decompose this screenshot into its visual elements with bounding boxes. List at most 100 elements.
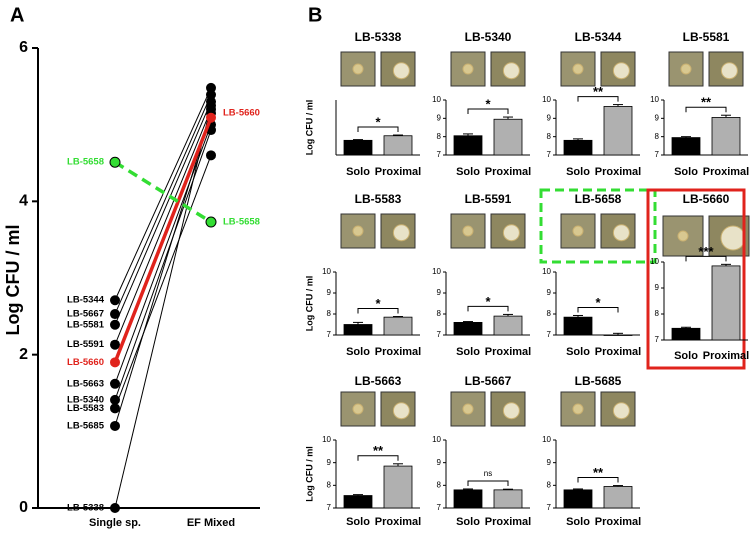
x-tick-label: Proximal (375, 346, 421, 358)
significance-bracket (467, 480, 509, 486)
strain-point (110, 295, 120, 306)
strain-point (109, 156, 121, 168)
significance-label: ns (484, 469, 492, 478)
strain-point (110, 403, 120, 414)
y-tick-label: 9 (655, 113, 660, 122)
bar (603, 486, 633, 509)
y-tick-label: 8 (437, 480, 442, 489)
strain-point (206, 112, 216, 123)
strain-label: LB-5340 (67, 394, 104, 405)
y-tick-label: 10 (432, 95, 441, 104)
strain-label: LB-5685 (67, 420, 105, 431)
bar (493, 489, 523, 509)
bar (603, 106, 633, 156)
colony (572, 403, 584, 415)
x-tick-label: Proximal (485, 166, 531, 178)
y-tick-label: 10 (322, 435, 331, 444)
strain-line (114, 160, 212, 224)
x-tick-label: Solo (674, 166, 698, 178)
colony (502, 62, 520, 80)
x-tick-label: Proximal (595, 516, 641, 528)
significance-bracket (357, 126, 399, 133)
strain-line (114, 105, 212, 509)
x-tick-label: Solo (456, 166, 480, 178)
significance-label: ** (701, 95, 712, 110)
significance-label: * (485, 294, 491, 309)
y-tick-label: 10 (542, 435, 551, 444)
x-tick-label: Proximal (703, 350, 749, 362)
colony (352, 63, 364, 75)
bar (383, 465, 413, 509)
strain-line (114, 124, 212, 384)
y-tick-label: 10 (542, 95, 551, 104)
bar (671, 137, 701, 156)
strain-point (110, 378, 120, 389)
colony (502, 224, 520, 242)
significance-label: ** (593, 465, 604, 480)
bar (493, 118, 523, 156)
y-tick-label: 7 (547, 150, 552, 159)
y-axis-label: Log CFU / ml (304, 446, 314, 502)
x-tick-label: Proximal (485, 346, 531, 358)
x-tick-label: Proximal (375, 516, 421, 528)
strain-title: LB-5591 (465, 192, 512, 206)
strain-point (206, 150, 216, 161)
y-tick-label: 9 (547, 458, 552, 467)
colony (462, 63, 474, 75)
bar (383, 135, 413, 156)
y-tick-label: 7 (655, 150, 660, 159)
strain-label: LB-5660 (67, 357, 104, 368)
significance-bracket (357, 455, 399, 461)
strain-point (110, 503, 120, 513)
y-tick-label: 10 (432, 267, 441, 276)
y-tick-label: 9 (655, 283, 660, 292)
y-axis-label: Log CFU / ml (3, 225, 23, 336)
y-tick-label: 8 (547, 132, 552, 141)
bar (343, 139, 373, 156)
strain-line (114, 155, 212, 409)
x-tick-label: EF Mixed (187, 517, 235, 529)
strain-title: LB-5663 (355, 374, 402, 388)
significance-bracket (467, 108, 509, 115)
panel-label: B (308, 4, 322, 26)
strain-point (110, 357, 120, 368)
bar (563, 489, 593, 509)
x-tick-label: Proximal (595, 346, 641, 358)
y-tick-label: 8 (547, 480, 552, 489)
y-tick-label: 10 (650, 95, 659, 104)
bar (383, 316, 413, 336)
significance-label: ** (373, 443, 384, 458)
colony (392, 62, 410, 80)
bar (711, 265, 741, 341)
y-tick-label: 9 (547, 113, 552, 122)
x-tick-label: Solo (674, 350, 698, 362)
significance-label: * (485, 96, 491, 111)
significance-bracket (467, 305, 509, 312)
strain-point (110, 420, 120, 431)
strain-title: LB-5658 (575, 192, 622, 206)
bar (493, 315, 523, 336)
colony (352, 403, 364, 415)
x-tick-label: Solo (566, 346, 590, 358)
colony (572, 63, 584, 75)
y-tick-label: 7 (327, 330, 332, 339)
y-tick-label: 7 (547, 503, 552, 512)
y-tick-label: 2 (19, 346, 28, 363)
strain-label: LB-5658 (223, 217, 260, 228)
x-tick-label: Single sp. (89, 517, 141, 529)
colony (462, 225, 474, 237)
strain-line (113, 117, 213, 363)
strain-point (206, 82, 216, 93)
strain-line (114, 94, 212, 315)
significance-bracket (577, 96, 619, 102)
y-tick-label: 7 (437, 503, 442, 512)
strain-title: LB-5340 (465, 30, 512, 44)
significance-bracket (577, 306, 619, 313)
strain-title: LB-5583 (355, 192, 402, 206)
significance-bracket (577, 477, 619, 483)
y-tick-label: 6 (19, 39, 28, 56)
strain-title: LB-5581 (683, 30, 730, 44)
y-tick-label: 9 (327, 288, 332, 297)
strain-line (114, 101, 212, 325)
colony (352, 225, 364, 237)
